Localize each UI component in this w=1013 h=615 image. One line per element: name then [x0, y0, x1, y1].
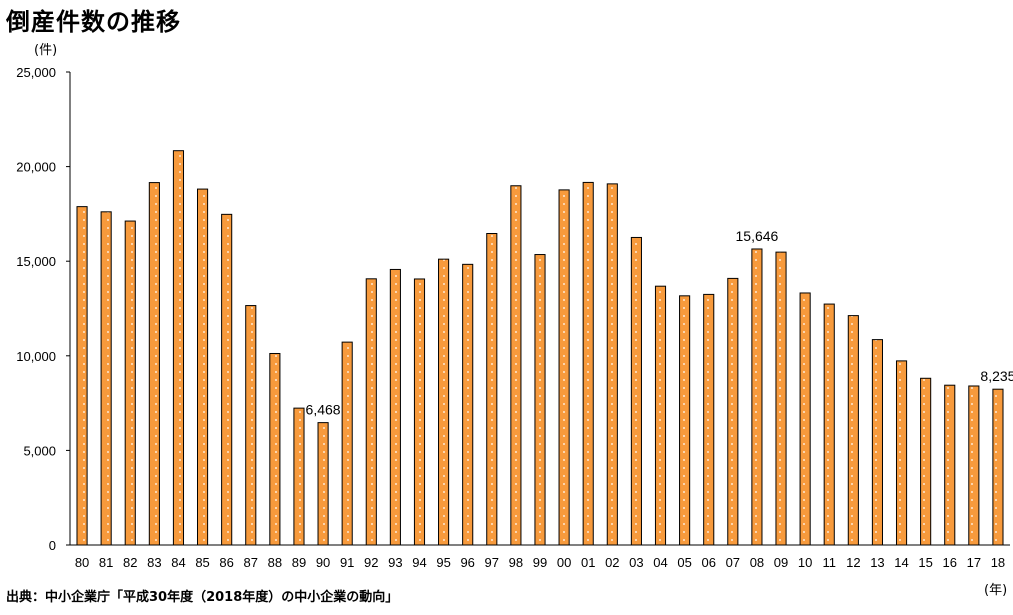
- x-tick-label-99: 99: [533, 555, 547, 570]
- bar-81: [100, 211, 112, 546]
- bar-80: [76, 206, 88, 546]
- bar-98: [510, 185, 522, 546]
- x-tick-label-07: 07: [726, 555, 740, 570]
- bars: [76, 150, 1004, 546]
- x-tick-label-94: 94: [412, 555, 426, 570]
- x-tick-label-92: 92: [364, 555, 378, 570]
- bar-92: [365, 278, 377, 546]
- bar-83: [148, 182, 160, 546]
- bar-91: [341, 341, 353, 546]
- bar-16: [944, 384, 956, 546]
- x-tick-label-05: 05: [677, 555, 691, 570]
- bar-96: [462, 263, 474, 546]
- y-tick-label: 20,000: [16, 160, 56, 175]
- bar-07: [727, 277, 739, 546]
- bar-09: [775, 251, 787, 546]
- bar-82: [124, 220, 136, 546]
- bar-86: [221, 213, 233, 546]
- bar-04: [654, 285, 667, 546]
- x-tick-label-93: 93: [388, 555, 402, 570]
- x-tick-label-12: 12: [846, 555, 860, 570]
- x-tick-label-06: 06: [701, 555, 715, 570]
- x-tick-label-18: 18: [991, 555, 1005, 570]
- bar-00: [558, 189, 570, 546]
- x-tick-label-86: 86: [219, 555, 233, 570]
- x-tick-label-14: 14: [894, 555, 908, 570]
- x-tick-label-84: 84: [171, 555, 185, 570]
- y-axis-unit-label: (件): [34, 43, 57, 58]
- x-tick-label-95: 95: [436, 555, 450, 570]
- bar-14: [895, 360, 908, 546]
- x-tick-label-89: 89: [292, 555, 306, 570]
- bar-02: [606, 183, 618, 546]
- data-label-08: 15,646: [736, 228, 779, 244]
- x-tick-label-81: 81: [99, 555, 113, 570]
- data-label-90: 6,468: [306, 402, 341, 418]
- bar-08: [751, 248, 763, 546]
- y-tick-label: 15,000: [16, 254, 56, 269]
- bar-05: [679, 295, 691, 546]
- bar-10: [799, 292, 811, 546]
- bar-88: [269, 352, 281, 546]
- y-tick-label: 0: [49, 538, 56, 553]
- bar-93: [389, 268, 401, 546]
- bar-15: [920, 377, 932, 546]
- source-note: 出典：中小企業庁「平成30年度（2018年度）の中小企業の動向」: [6, 590, 399, 605]
- x-tick-label-97: 97: [485, 555, 499, 570]
- x-tick-label-10: 10: [798, 555, 812, 570]
- x-tick-label-15: 15: [918, 555, 932, 570]
- x-tick-label-13: 13: [870, 555, 884, 570]
- bar-17: [968, 385, 980, 546]
- bar-85: [197, 188, 209, 546]
- x-tick-label-01: 01: [581, 555, 595, 570]
- x-tick-label-90: 90: [316, 555, 330, 570]
- x-tick-label-04: 04: [653, 555, 667, 570]
- chart-title: 倒産件数の推移: [6, 8, 181, 36]
- bar-97: [486, 233, 498, 546]
- x-tick-label-09: 09: [774, 555, 788, 570]
- bar-89: [293, 407, 305, 546]
- x-tick-label-02: 02: [605, 555, 619, 570]
- y-tick-label: 25,000: [16, 65, 56, 80]
- x-tick-label-80: 80: [75, 555, 89, 570]
- x-tick-label-87: 87: [244, 555, 258, 570]
- bar-99: [534, 254, 546, 546]
- bar-01: [582, 181, 594, 546]
- x-tick-label-91: 91: [340, 555, 354, 570]
- bar-03: [630, 236, 642, 546]
- x-tick-labels: 80 81 82 83 84 85 86 87 88 89 90 91 92 93 94 95 96 97 98 99…: [75, 555, 1005, 570]
- bar-95: [438, 258, 450, 546]
- x-tick-label-82: 82: [123, 555, 137, 570]
- y-tick-label: 5,000: [23, 443, 56, 458]
- x-tick-label-83: 83: [147, 555, 161, 570]
- bar-13: [871, 339, 883, 546]
- bar-11: [823, 303, 835, 546]
- data-label-18: 8,235: [980, 368, 1013, 384]
- bar-12: [847, 315, 859, 546]
- y-tick-label: 10,000: [16, 349, 56, 364]
- x-tick-label-17: 17: [967, 555, 981, 570]
- bar-94: [413, 278, 426, 546]
- x-tick-label-96: 96: [460, 555, 474, 570]
- bar-18: [992, 388, 1004, 546]
- x-tick-label-11: 11: [822, 555, 836, 570]
- x-tick-label-98: 98: [509, 555, 523, 570]
- x-axis-unit-label: (年): [984, 583, 1007, 598]
- bar-87: [245, 305, 257, 546]
- x-tick-label-08: 08: [750, 555, 764, 570]
- x-tick-label-88: 88: [268, 555, 282, 570]
- bar-84: [172, 150, 185, 546]
- data-labels: 6,468 15,646 8,235: [306, 228, 1013, 418]
- x-tick-label-03: 03: [629, 555, 643, 570]
- y-tick-labels: 0 5,000 10,000 15,000 20,000 25,000: [16, 65, 70, 553]
- x-tick-label-16: 16: [943, 555, 957, 570]
- x-tick-label-00: 00: [557, 555, 571, 570]
- bar-06: [703, 293, 715, 546]
- x-tick-label-85: 85: [195, 555, 209, 570]
- bar-90: [317, 422, 329, 546]
